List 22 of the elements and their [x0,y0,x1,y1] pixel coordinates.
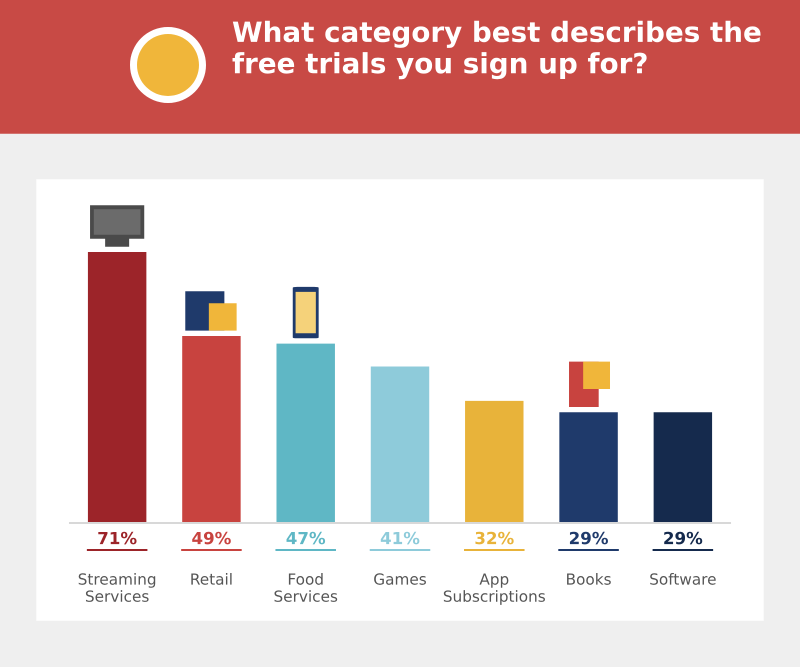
x-tick-label: Food Services [274,573,338,602]
data-label: 32% [475,532,514,544]
x-tick-label: Games [374,573,426,585]
data-label: 47% [286,532,326,544]
bar [276,344,335,523]
bar [654,412,712,523]
x-tick-label: Streaming Services [78,573,156,602]
data-label: 29% [664,532,702,544]
x-tick-label: Books [567,573,611,585]
x-tick-label: App Subscriptions [444,573,545,605]
chart-title: What category best describes the free trials you sign up for? [232,20,761,80]
data-label: 41% [380,532,420,544]
data-label: 49% [192,532,231,544]
bar [182,336,241,523]
bar [465,400,524,523]
bar [559,412,618,523]
x-tick-label: Software [650,573,716,585]
data-label: 71% [98,532,137,544]
x-tick-label: Retail [191,573,232,585]
data-label: 29% [570,532,608,544]
bar [88,252,146,523]
bar [370,366,430,523]
